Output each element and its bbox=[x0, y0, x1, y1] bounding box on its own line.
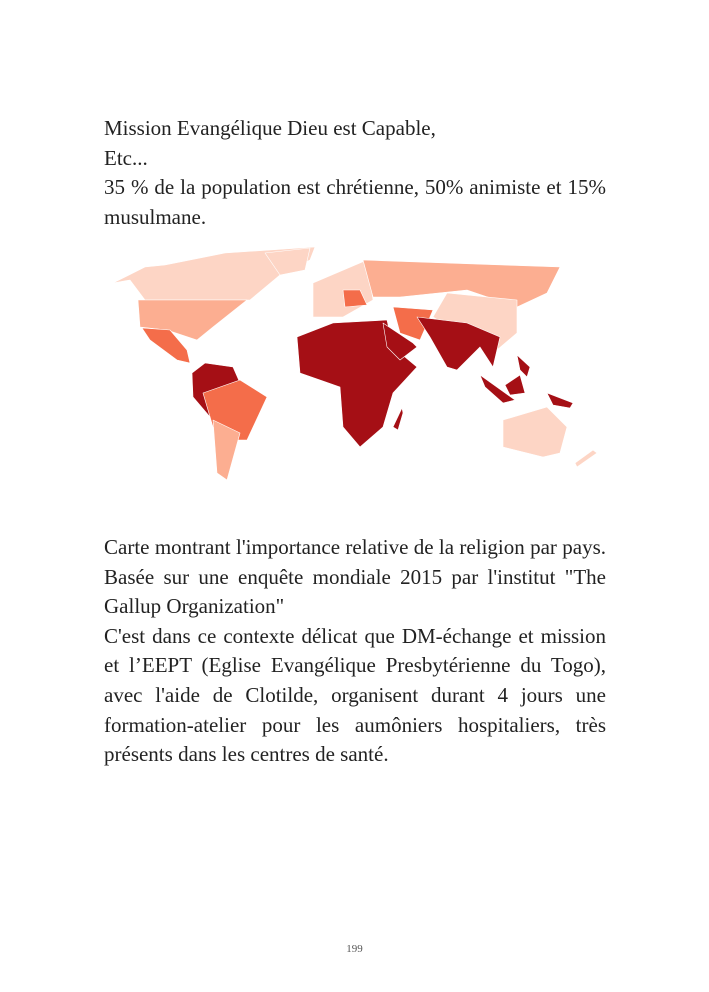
region-middle-east bbox=[392, 306, 434, 341]
page-number: 199 bbox=[346, 943, 363, 955]
region-arabia bbox=[382, 322, 418, 361]
caption-and-body: Carte montrant l'importance relative de … bbox=[104, 533, 606, 770]
region-south-asia bbox=[416, 316, 501, 371]
intro-line: Etc... bbox=[104, 145, 148, 170]
region-philippines bbox=[516, 354, 531, 378]
region-greenland bbox=[264, 247, 311, 276]
region-australia bbox=[502, 406, 568, 458]
region-africa bbox=[296, 319, 418, 448]
intro-line: Mission Evangélique Dieu est Capable, bbox=[104, 116, 436, 140]
body-paragraph: C'est dans ce contexte délicat que DM-éc… bbox=[104, 623, 606, 767]
region-borneo bbox=[504, 374, 526, 396]
region-new-guinea bbox=[546, 392, 574, 409]
region-southern-cone bbox=[212, 419, 241, 481]
region-europe bbox=[312, 259, 374, 318]
region-mexico bbox=[141, 327, 191, 364]
map-caption: Carte montrant l'importance relative de … bbox=[104, 535, 606, 619]
intro-text: Mission Evangélique Dieu est Capable, Et… bbox=[104, 114, 606, 232]
region-sumatra bbox=[479, 374, 516, 404]
region-canada-alaska bbox=[112, 246, 316, 301]
region-eastern-europe bbox=[342, 289, 368, 308]
region-usa bbox=[137, 299, 248, 341]
region-new-zealand bbox=[574, 449, 598, 468]
region-madagascar bbox=[392, 407, 404, 431]
world-religion-map bbox=[112, 246, 598, 481]
intro-line: 35 % de la population est chrétienne, 50… bbox=[104, 175, 606, 229]
